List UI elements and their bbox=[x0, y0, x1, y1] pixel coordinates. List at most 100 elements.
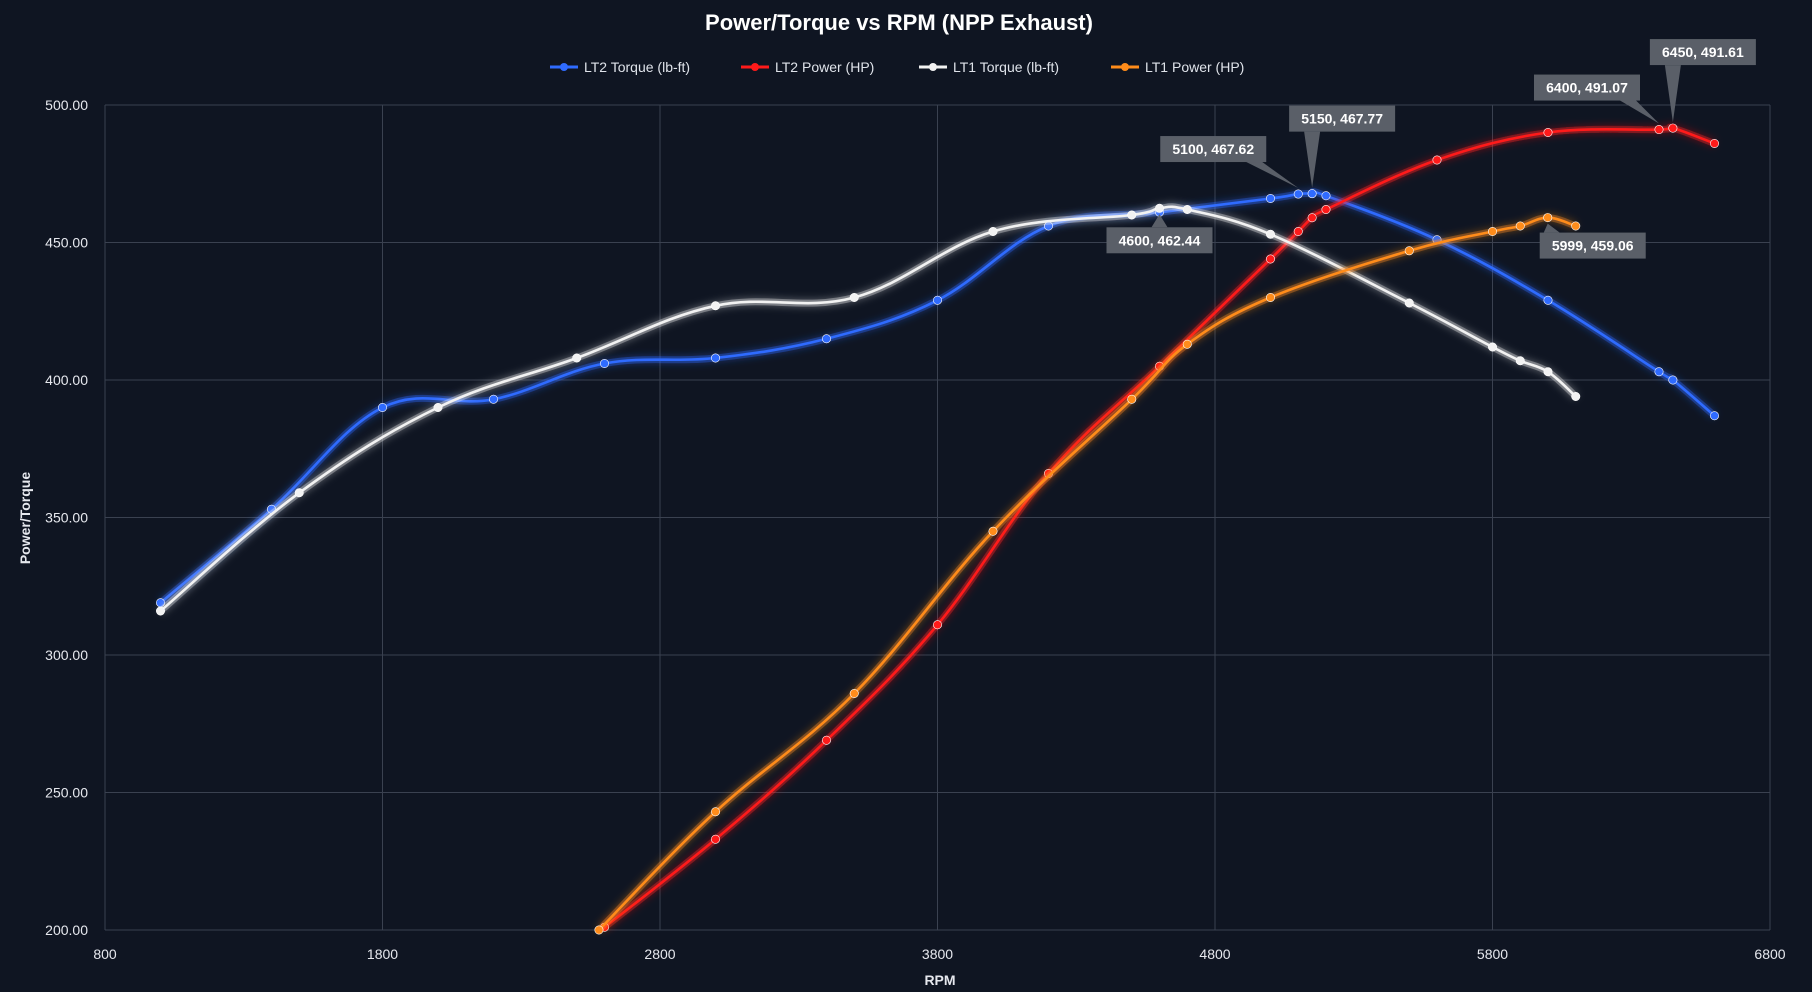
data-point bbox=[1266, 194, 1276, 204]
series-lt2-power-hp bbox=[599, 123, 1720, 932]
legend-item: LT2 Torque (lb-ft) bbox=[550, 59, 690, 75]
data-point bbox=[1182, 205, 1192, 215]
y-tick-label: 350.00 bbox=[45, 510, 88, 526]
x-tick-label: 800 bbox=[93, 946, 117, 962]
data-point bbox=[1488, 342, 1498, 352]
data-point bbox=[1307, 213, 1317, 223]
legend-label: LT1 Power (HP) bbox=[1145, 59, 1244, 75]
data-point bbox=[594, 925, 604, 935]
legend-item: LT2 Power (HP) bbox=[741, 59, 874, 75]
callout-label: 6400, 491.07 bbox=[1546, 80, 1628, 96]
legend-swatch-marker bbox=[560, 63, 568, 71]
data-point bbox=[821, 334, 831, 344]
data-point bbox=[1543, 128, 1553, 138]
data-point bbox=[1182, 339, 1192, 349]
legend-swatch-marker bbox=[751, 63, 759, 71]
data-point bbox=[572, 353, 582, 363]
data-point bbox=[1654, 367, 1664, 377]
series-lt1-power-hp bbox=[594, 213, 1581, 935]
data-point bbox=[1543, 213, 1553, 223]
data-point bbox=[710, 353, 720, 363]
x-tick-label: 2800 bbox=[644, 946, 675, 962]
x-tick-label: 1800 bbox=[367, 946, 398, 962]
legend: LT2 Torque (lb-ft) LT2 Power (HP) LT1 Torq… bbox=[550, 59, 1244, 75]
data-point bbox=[488, 394, 498, 404]
callout-box bbox=[1289, 105, 1396, 132]
x-tick-label: 4800 bbox=[1199, 946, 1230, 962]
callout-box bbox=[1649, 39, 1756, 66]
data-point bbox=[1404, 298, 1414, 308]
series-line bbox=[598, 216, 1577, 931]
data-point bbox=[849, 688, 859, 698]
y-tick-label: 500.00 bbox=[45, 97, 88, 113]
callout-box bbox=[1539, 232, 1646, 259]
x-tick-label: 5800 bbox=[1477, 946, 1508, 962]
data-point bbox=[1266, 292, 1276, 302]
data-point bbox=[710, 301, 720, 311]
data-point bbox=[1543, 367, 1553, 377]
grid bbox=[104, 104, 1771, 931]
y-tick-label: 300.00 bbox=[45, 647, 88, 663]
legend-swatch-marker bbox=[1121, 63, 1129, 71]
data-point bbox=[1432, 155, 1442, 165]
callout-label: 5100, 467.62 bbox=[1172, 141, 1254, 157]
callout-pointer bbox=[1151, 214, 1168, 228]
chart-title: Power/Torque vs RPM (NPP Exhaust) bbox=[705, 10, 1093, 35]
data-point bbox=[433, 402, 443, 412]
data-point bbox=[849, 292, 859, 302]
callout-pointer bbox=[1246, 162, 1299, 189]
callout-box bbox=[1106, 227, 1213, 254]
data-point bbox=[932, 620, 942, 630]
data-point bbox=[1127, 210, 1137, 220]
data-point bbox=[710, 807, 720, 817]
callout-pointer bbox=[1543, 223, 1560, 233]
callout-label: 5150, 467.77 bbox=[1301, 111, 1383, 127]
data-point bbox=[1266, 229, 1276, 239]
data-point bbox=[1266, 254, 1276, 264]
data-point bbox=[1710, 411, 1720, 421]
data-point bbox=[1293, 189, 1303, 199]
data-point bbox=[821, 735, 831, 745]
data-point bbox=[1488, 227, 1498, 237]
data-point bbox=[988, 526, 998, 536]
callout-label: 5999, 459.06 bbox=[1552, 238, 1634, 254]
data-point bbox=[1515, 356, 1525, 366]
series-layer bbox=[156, 123, 1720, 935]
legend-swatch-marker bbox=[929, 63, 937, 71]
data-point bbox=[1404, 246, 1414, 256]
x-axis-label: RPM bbox=[924, 972, 955, 988]
data-point bbox=[377, 402, 387, 412]
data-point bbox=[599, 358, 609, 368]
callout-label: 6450, 491.61 bbox=[1662, 44, 1744, 60]
data-point bbox=[1307, 189, 1317, 199]
data-point bbox=[1668, 123, 1678, 133]
data-point bbox=[1321, 191, 1331, 201]
data-point bbox=[1155, 203, 1165, 213]
series-lt1-torque-lb-ft bbox=[156, 203, 1581, 616]
data-point bbox=[932, 295, 942, 305]
data-callout: 5100, 467.62 bbox=[1160, 136, 1299, 189]
data-callout: 4600, 462.44 bbox=[1106, 214, 1213, 254]
y-axis-label: Power/Torque bbox=[17, 472, 33, 565]
callout-label: 4600, 462.44 bbox=[1119, 232, 1201, 248]
legend-label: LT1 Torque (lb-ft) bbox=[953, 59, 1059, 75]
data-point bbox=[1668, 375, 1678, 385]
callout-pointer bbox=[1620, 100, 1659, 124]
annotations-layer: 5100, 467.62 5150, 467.77 4600, 462.44 5999… bbox=[1106, 39, 1756, 259]
data-point bbox=[1293, 227, 1303, 237]
y-tick-label: 250.00 bbox=[45, 785, 88, 801]
data-point bbox=[710, 834, 720, 844]
data-callout: 6400, 491.07 bbox=[1534, 74, 1659, 124]
data-point bbox=[1710, 139, 1720, 149]
data-point bbox=[156, 606, 166, 616]
callout-pointer bbox=[1664, 65, 1681, 123]
y-tick-label: 200.00 bbox=[45, 922, 88, 938]
callout-box bbox=[1534, 74, 1640, 101]
x-axis-ticks: 800 1800 2800 3800 4800 5800 6800 bbox=[93, 946, 1785, 962]
y-tick-label: 450.00 bbox=[45, 235, 88, 251]
y-axis-ticks: 200.00 250.00 300.00 350.00 400.00 450.00 500.… bbox=[45, 97, 88, 938]
data-point bbox=[1127, 394, 1137, 404]
data-callout: 6450, 491.61 bbox=[1649, 39, 1756, 123]
